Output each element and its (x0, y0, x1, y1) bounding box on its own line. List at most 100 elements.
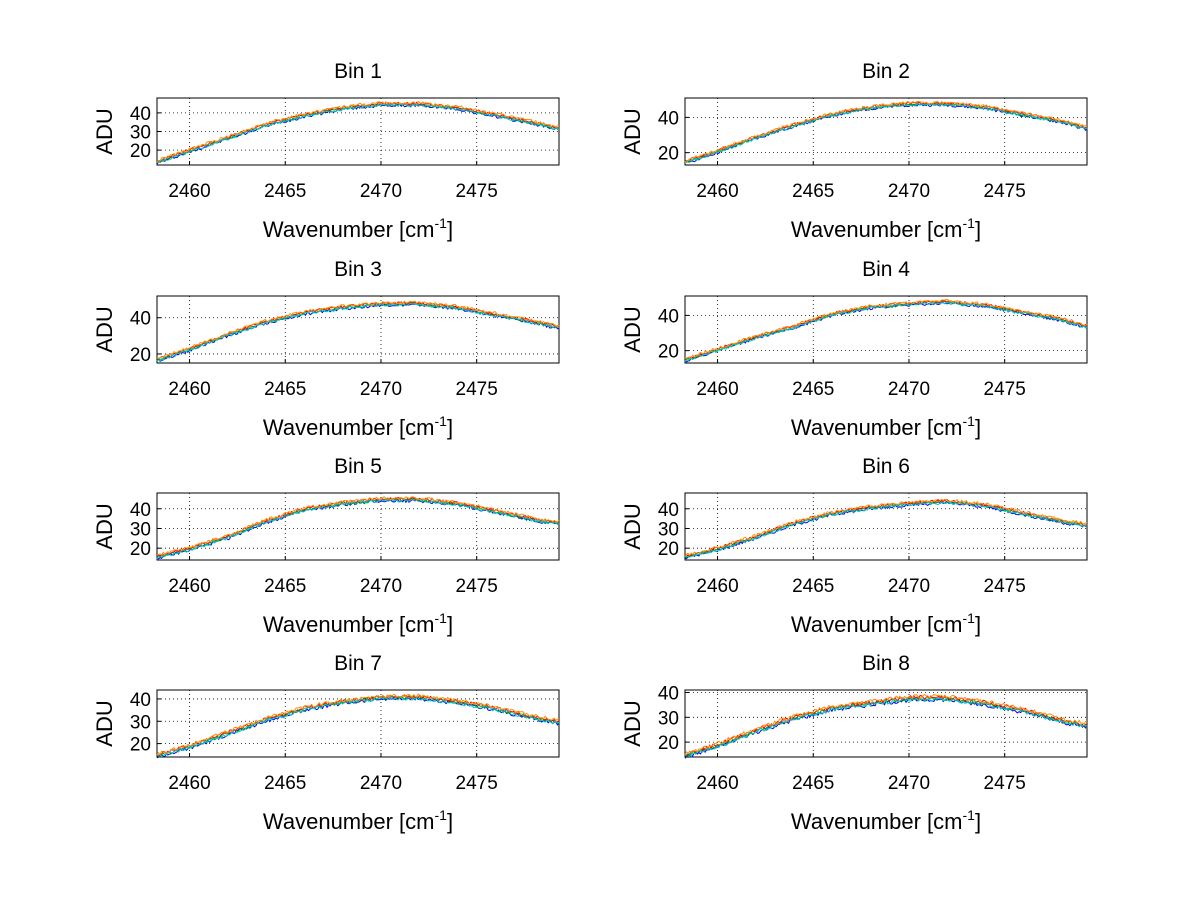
chart-title: Bin 8 (862, 652, 910, 675)
chart-title: Bin 5 (334, 455, 382, 478)
y-axis-label: ADU (620, 306, 645, 352)
x-axis-label-sup: -1 (435, 807, 448, 823)
x-tick-label: 2475 (456, 181, 498, 202)
x-tick-label: 2460 (696, 773, 738, 794)
x-axis-label-end: ] (447, 612, 453, 637)
y-tick-label: 20 (130, 539, 151, 560)
x-axis-label-sup: -1 (963, 610, 976, 626)
y-tick-label: 20 (130, 345, 151, 366)
axes-box (156, 492, 560, 561)
series-line-5 (684, 694, 1088, 755)
chart-title: Bin 7 (334, 652, 382, 675)
series-line-5 (156, 496, 560, 556)
x-axis-label: Wavenumber [cm-1] (263, 413, 453, 440)
x-tick-label: 2465 (264, 773, 306, 794)
y-tick-label: 20 (130, 141, 151, 162)
y-axis-label: ADU (620, 700, 645, 746)
x-tick-label: 2475 (456, 576, 498, 597)
x-tick-label: 2470 (360, 773, 402, 794)
x-axis-label-text: Wavenumber [cm (791, 415, 963, 440)
x-tick-label: 2475 (984, 773, 1026, 794)
x-axis-label-text: Wavenumber [cm (263, 415, 435, 440)
x-tick-label: 2470 (360, 379, 402, 400)
x-axis-label-end: ] (975, 809, 981, 834)
y-tick-label: 30 (658, 519, 679, 540)
x-tick-label: 2475 (456, 379, 498, 400)
series-line-5 (156, 693, 560, 755)
y-axis-label: ADU (620, 108, 645, 154)
x-tick-label: 2460 (168, 181, 210, 202)
x-tick-label: 2465 (264, 379, 306, 400)
x-tick-label: 2470 (360, 181, 402, 202)
series-line-4 (684, 500, 1088, 558)
series-line-5 (684, 100, 1088, 163)
x-tick-label: 2475 (456, 773, 498, 794)
x-tick-label: 2470 (888, 379, 930, 400)
series-line-4 (156, 696, 560, 758)
x-axis-label-sup: -1 (435, 413, 448, 429)
x-tick-label: 2465 (792, 576, 834, 597)
x-tick-label: 2460 (168, 576, 210, 597)
x-axis-label-text: Wavenumber [cm (791, 809, 963, 834)
y-axis-label: ADU (92, 108, 117, 154)
y-tick-label: 40 (130, 690, 151, 711)
x-axis-label-end: ] (975, 415, 981, 440)
axes-box (684, 97, 1088, 166)
y-tick-label: 30 (130, 519, 151, 540)
y-tick-label: 20 (658, 539, 679, 560)
y-tick-label: 20 (658, 342, 679, 363)
x-tick-label: 2475 (984, 181, 1026, 202)
series-line-4 (156, 303, 560, 362)
x-tick-label: 2470 (360, 576, 402, 597)
series-line-5 (156, 100, 559, 163)
y-tick-label: 30 (130, 123, 151, 144)
chart-title: Bin 4 (862, 258, 910, 281)
y-axis-label: ADU (92, 306, 117, 352)
x-tick-label: 2475 (984, 379, 1026, 400)
chart-title: Bin 3 (334, 258, 382, 281)
subplot-bin-4: Bin 4 2460 2465 2470 2475 20 40 Wavenumber [cm-… (620, 258, 1088, 440)
y-tick-label: 40 (130, 104, 151, 125)
x-tick-label: 2465 (792, 379, 834, 400)
x-tick-label: 2465 (264, 181, 306, 202)
x-axis-label-sup: -1 (963, 215, 976, 231)
y-axis-label: ADU (92, 503, 117, 549)
x-tick-label: 2470 (888, 181, 930, 202)
x-tick-label: 2475 (984, 576, 1026, 597)
y-tick-label: 20 (658, 733, 679, 754)
x-axis-label-text: Wavenumber [cm (263, 809, 435, 834)
axes-box (684, 492, 1088, 561)
x-axis-label-sup: -1 (963, 807, 976, 823)
y-tick-label: 40 (130, 500, 151, 521)
y-axis-label: ADU (92, 700, 117, 746)
x-tick-label: 2470 (888, 576, 930, 597)
x-axis-label: Wavenumber [cm-1] (263, 807, 453, 834)
x-tick-label: 2460 (168, 773, 210, 794)
x-tick-label: 2465 (792, 773, 834, 794)
x-axis-label-sup: -1 (435, 215, 448, 231)
y-tick-label: 30 (130, 712, 151, 733)
x-tick-label: 2460 (168, 379, 210, 400)
x-axis-label: Wavenumber [cm-1] (791, 413, 981, 440)
x-tick-label: 2460 (696, 379, 738, 400)
y-tick-label: 30 (658, 708, 679, 729)
x-axis-label-text: Wavenumber [cm (791, 612, 963, 637)
x-tick-label: 2460 (696, 181, 738, 202)
subplot-bin-3: Bin 3 2460 2465 2470 2475 20 40 Wavenumber [cm-… (92, 258, 560, 440)
y-tick-label: 20 (130, 735, 151, 756)
x-tick-label: 2465 (792, 181, 834, 202)
x-axis-label: Wavenumber [cm-1] (263, 610, 453, 637)
y-tick-label: 40 (658, 683, 679, 704)
y-axis-label: ADU (620, 503, 645, 549)
x-axis-label-text: Wavenumber [cm (263, 612, 435, 637)
series-line-4 (684, 301, 1088, 362)
x-axis-label-end: ] (447, 217, 453, 242)
series-line-5 (156, 300, 560, 359)
series-line-5 (684, 498, 1088, 556)
series-line-5 (684, 298, 1088, 359)
series-line-4 (684, 102, 1088, 164)
x-axis-label: Wavenumber [cm-1] (791, 215, 981, 242)
